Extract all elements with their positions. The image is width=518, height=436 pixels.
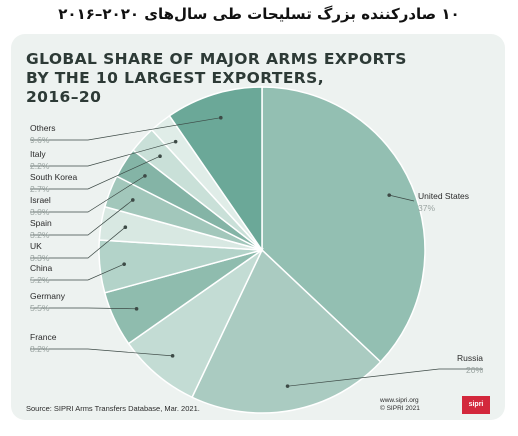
leader-dot-spain xyxy=(131,198,135,202)
leader-dot-israel xyxy=(143,174,147,178)
pie-slices xyxy=(98,86,426,414)
leader-dot-china xyxy=(122,262,126,266)
leader-line-others xyxy=(30,117,221,141)
leader-dot-russia xyxy=(285,384,290,388)
leader-line-china xyxy=(30,263,125,281)
chart-title: GLOBAL SHARE OF MAJOR ARMS EXPORTS BY TH… xyxy=(26,50,466,107)
label-name-others: Others xyxy=(30,123,56,133)
leader-dot-united-states xyxy=(387,193,392,197)
leader-dot-italy xyxy=(173,139,178,144)
label-value-spain: 3.2% xyxy=(30,230,50,240)
copyright-text: © SIPRI 2021 xyxy=(380,405,420,412)
leader-line-spain xyxy=(30,199,134,236)
slice-others xyxy=(168,86,263,253)
chart-title-line-2: BY THE 10 LARGEST EXPORTERS, xyxy=(26,69,324,87)
label-value-russia: 20% xyxy=(466,365,483,375)
slice-labels: United States 37% Russia 20% France 8.2% Germa… xyxy=(30,123,483,375)
label-value-south-korea: 2.7% xyxy=(30,184,50,194)
leader-lines xyxy=(30,115,483,388)
label-value-united-states: 37% xyxy=(418,203,435,213)
label-name-france: France xyxy=(30,332,57,342)
label-name-russia: Russia xyxy=(457,353,483,363)
label-value-france: 8.2% xyxy=(30,344,50,354)
label-value-uk: 3.3% xyxy=(30,253,50,263)
leader-line-south-korea xyxy=(30,155,161,190)
credit-block: www.sipri.org © SIPRI 2021 xyxy=(380,397,420,413)
leader-line-israel xyxy=(30,175,146,213)
sipri-logo: sipri xyxy=(462,396,490,414)
label-name-italy: Italy xyxy=(30,149,46,159)
leader-line-uk xyxy=(30,226,126,259)
slice-russia xyxy=(191,248,382,414)
source-note: Source: SIPRI Arms Transfers Database, M… xyxy=(26,404,200,413)
slice-united-states xyxy=(261,86,426,363)
leader-line-germany xyxy=(30,307,137,310)
label-value-others: 9.6% xyxy=(30,135,50,145)
leader-line-russia xyxy=(287,368,483,387)
leader-dot-south-korea xyxy=(158,154,162,158)
label-name-israel: Israel xyxy=(30,195,51,205)
website-link[interactable]: www.sipri.org xyxy=(380,397,419,404)
leader-dot-uk xyxy=(123,225,128,230)
chart-title-line-3: 2016–20 xyxy=(26,88,102,106)
label-name-uk: UK xyxy=(30,241,42,251)
leader-line-france xyxy=(30,348,173,357)
label-name-china: China xyxy=(30,263,52,273)
label-value-china: 5.2% xyxy=(30,275,50,285)
page-header: ۱۰ صادرکننده بزرگ تسلیحات طی سال‌های ۲۰۲… xyxy=(0,0,518,28)
label-value-germany: 5.5% xyxy=(30,303,50,313)
label-name-germany: Germany xyxy=(30,291,66,301)
label-value-italy: 2.2% xyxy=(30,161,50,171)
header-title: ۱۰ صادرکننده بزرگ تسلیحات طی سال‌های ۲۰۲… xyxy=(58,5,460,23)
label-name-spain: Spain xyxy=(30,218,52,228)
label-value-israel: 3.0% xyxy=(30,207,50,217)
label-name-south-korea: South Korea xyxy=(30,172,78,182)
leader-dot-germany xyxy=(134,307,139,311)
label-name-united-states: United States xyxy=(418,191,469,201)
chart-title-line-1: GLOBAL SHARE OF MAJOR ARMS EXPORTS xyxy=(26,50,407,68)
leader-dot-others xyxy=(219,115,223,120)
leader-line-italy xyxy=(30,141,176,167)
leader-dot-france xyxy=(170,354,175,358)
leader-line-united-states xyxy=(389,194,415,202)
